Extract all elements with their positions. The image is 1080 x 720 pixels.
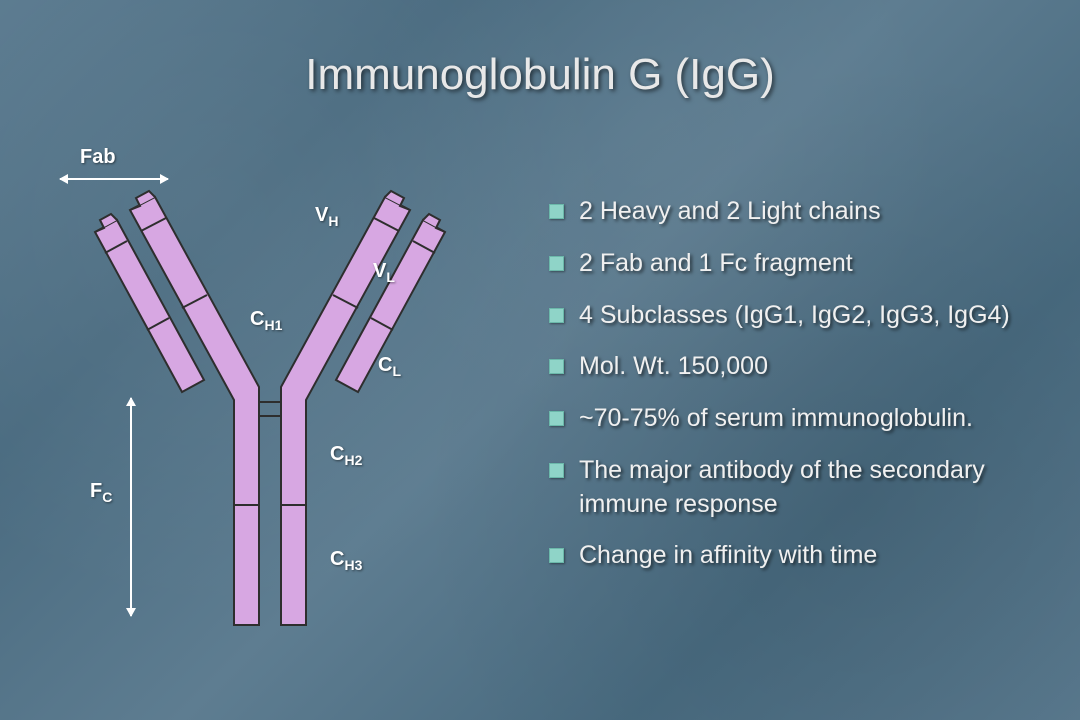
slide-title: Immunoglobulin G (IgG) [0, 50, 1080, 100]
bullet-item: 2 Heavy and 2 Light chains [545, 195, 1055, 229]
heavy-chain-left [130, 197, 259, 625]
bullet-item: Change in affinity with time [545, 539, 1055, 573]
bullet-item: 4 Subclasses (IgG1, IgG2, IgG3, IgG4) [545, 299, 1055, 333]
antibody-diagram: Fab FC VH VL CH1 CL CH2 CH3 [30, 140, 510, 680]
label-ch1: CH1 [250, 308, 282, 333]
label-vl: VL [373, 260, 395, 285]
bullet-item: 2 Fab and 1 Fc fragment [545, 247, 1055, 281]
label-ch3: CH3 [330, 548, 362, 573]
bullet-item: ~70-75% of serum immunoglobulin. [545, 402, 1055, 436]
label-fc: FC [90, 480, 112, 505]
label-vh: VH [315, 204, 338, 229]
label-cl: CL [378, 354, 401, 379]
label-ch2: CH2 [330, 443, 362, 468]
slide: Immunoglobulin G (IgG) [0, 0, 1080, 720]
label-fab: Fab [80, 146, 116, 169]
bullet-item: The major antibody of the secondary immu… [545, 454, 1055, 522]
antibody-svg [30, 140, 510, 680]
fab-arrow [60, 178, 168, 180]
bullet-list: 2 Heavy and 2 Light chains 2 Fab and 1 F… [545, 195, 1055, 591]
fc-arrow [130, 398, 132, 616]
bullet-item: Mol. Wt. 150,000 [545, 350, 1055, 384]
hinge-lines [259, 402, 281, 416]
